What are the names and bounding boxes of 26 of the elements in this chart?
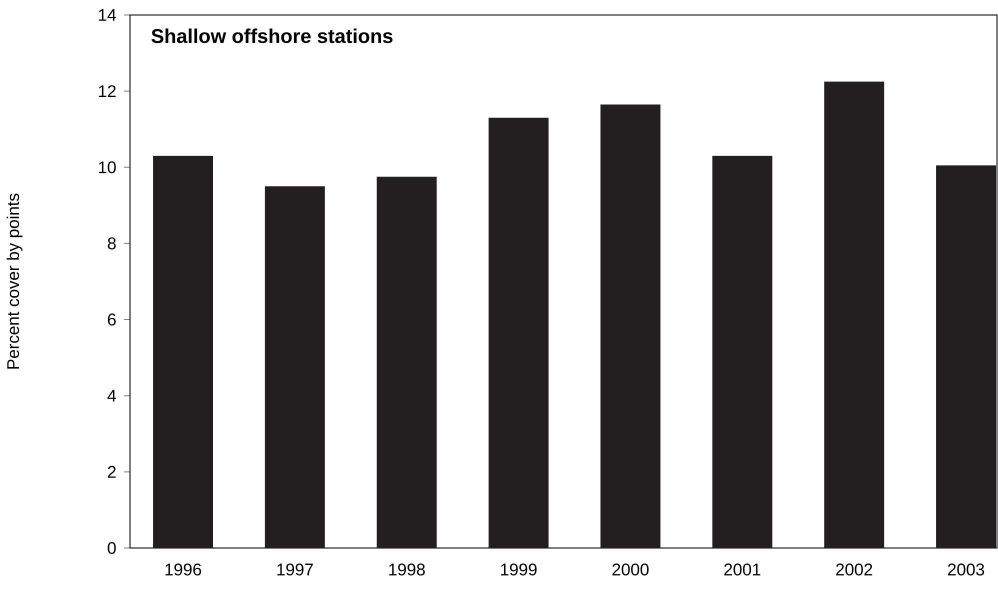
y-tick-label: 8 (108, 237, 116, 250)
bar (376, 176, 437, 548)
bar (600, 104, 660, 548)
y-tick-label: 0 (108, 542, 116, 554)
text: Shallow offshore stations (151, 28, 393, 44)
bar (488, 118, 549, 548)
x-tick-label: 1998 (389, 564, 425, 576)
x-tick-label: 2000 (612, 564, 649, 576)
y-tick-label: 4 (107, 390, 116, 402)
y-tick-label: 6 (108, 314, 116, 326)
x-tick-label: 2003 (948, 564, 984, 576)
bar (712, 156, 772, 548)
x-tick-label: 1999 (501, 564, 537, 576)
y-tick-label: 2 (108, 466, 116, 478)
x-tick-label: 1996 (165, 564, 202, 576)
y-axis-title: Percent cover by points (6, 194, 22, 369)
y-tick-label: 10 (98, 161, 116, 174)
x-tick-label: 2001 (724, 564, 760, 576)
bar (264, 186, 325, 548)
x-tick-label: 2002 (836, 564, 872, 576)
bar (153, 156, 214, 548)
bar (936, 165, 996, 548)
x-tick-label: 1997 (277, 564, 313, 576)
y-tick-label: 12 (98, 85, 116, 98)
y-tick-label: 14 (98, 9, 116, 21)
bar (824, 82, 884, 548)
